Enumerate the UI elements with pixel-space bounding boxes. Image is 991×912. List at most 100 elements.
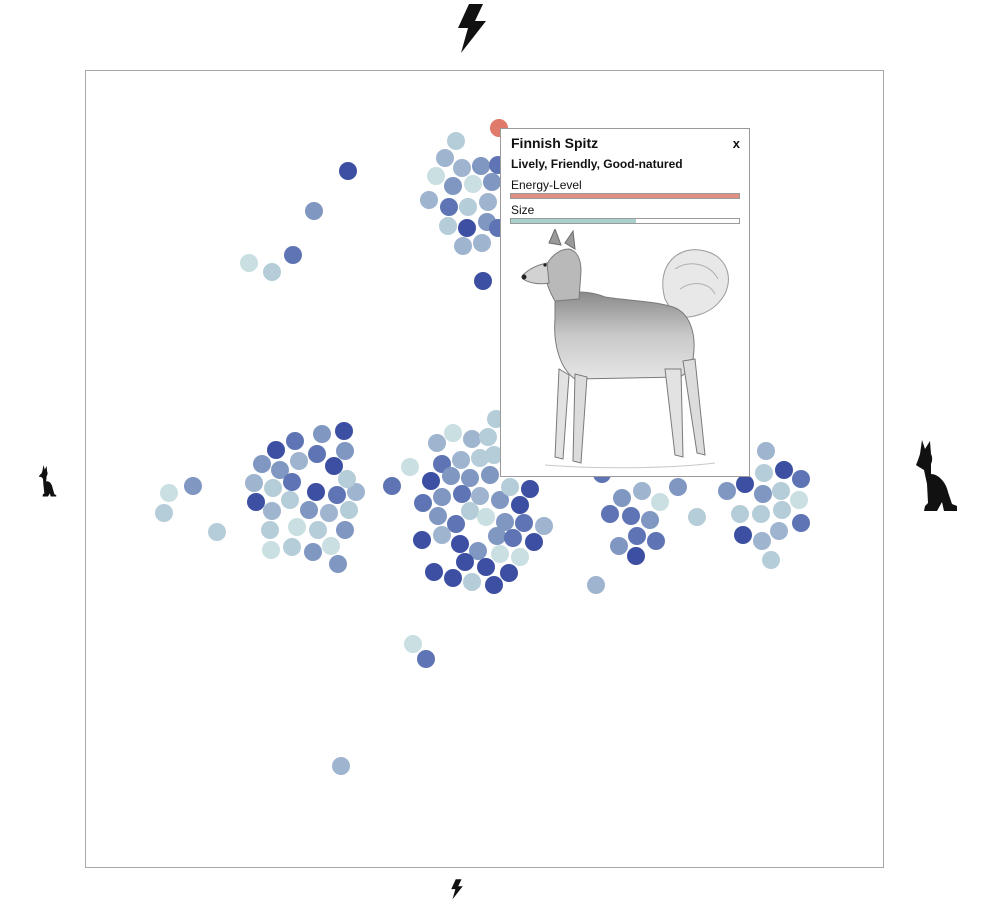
breed-dot[interactable] — [477, 508, 495, 526]
breed-dot[interactable] — [425, 563, 443, 581]
breed-dot[interactable] — [752, 505, 770, 523]
breed-dot[interactable] — [452, 451, 470, 469]
breed-dot[interactable] — [267, 441, 285, 459]
breed-dot[interactable] — [757, 442, 775, 460]
breed-dot[interactable] — [485, 576, 503, 594]
breed-dot[interactable] — [245, 474, 263, 492]
breed-dot[interactable] — [440, 198, 458, 216]
breed-dot[interactable] — [436, 149, 454, 167]
breed-dot[interactable] — [433, 526, 451, 544]
breed-dot[interactable] — [300, 501, 318, 519]
breed-dot[interactable] — [477, 558, 495, 576]
breed-dot[interactable] — [491, 545, 509, 563]
breed-dot[interactable] — [479, 193, 497, 211]
breed-dot[interactable] — [641, 511, 659, 529]
breed-dot[interactable] — [284, 246, 302, 264]
breed-dot[interactable] — [305, 202, 323, 220]
breed-dot[interactable] — [790, 491, 808, 509]
breed-dot[interactable] — [453, 159, 471, 177]
breed-dot[interactable] — [754, 485, 772, 503]
breed-dot[interactable] — [471, 449, 489, 467]
breed-dot[interactable] — [313, 425, 331, 443]
breed-dot[interactable] — [417, 650, 435, 668]
breed-dot[interactable] — [261, 521, 279, 539]
breed-dot[interactable] — [442, 467, 460, 485]
breed-dot[interactable] — [669, 478, 687, 496]
breed-dot[interactable] — [439, 217, 457, 235]
breed-dot[interactable] — [253, 455, 271, 473]
breed-dot[interactable] — [471, 487, 489, 505]
breed-dot[interactable] — [775, 461, 793, 479]
breed-dot[interactable] — [483, 173, 501, 191]
breed-dot[interactable] — [286, 432, 304, 450]
breed-dot[interactable] — [753, 532, 771, 550]
breed-dot[interactable] — [474, 272, 492, 290]
breed-dot[interactable] — [444, 569, 462, 587]
breed-dot[interactable] — [461, 469, 479, 487]
breed-dot[interactable] — [755, 464, 773, 482]
breed-dot[interactable] — [718, 482, 736, 500]
breed-dot[interactable] — [451, 535, 469, 553]
breed-dot[interactable] — [414, 494, 432, 512]
breed-dot[interactable] — [325, 457, 343, 475]
breed-dot[interactable] — [336, 521, 354, 539]
breed-dot[interactable] — [247, 493, 265, 511]
breed-dot[interactable] — [320, 504, 338, 522]
breed-dot[interactable] — [329, 555, 347, 573]
breed-dot[interactable] — [338, 470, 356, 488]
breed-dot[interactable] — [263, 502, 281, 520]
breed-dot[interactable] — [479, 428, 497, 446]
breed-dot[interactable] — [401, 458, 419, 476]
breed-dot[interactable] — [420, 191, 438, 209]
breed-dot[interactable] — [511, 548, 529, 566]
breed-dot[interactable] — [444, 424, 462, 442]
breed-dot[interactable] — [184, 477, 202, 495]
breed-dot[interactable] — [485, 446, 503, 464]
breed-dot[interactable] — [428, 434, 446, 452]
breed-dot[interactable] — [335, 422, 353, 440]
breed-dot[interactable] — [627, 547, 645, 565]
breed-dot[interactable] — [427, 167, 445, 185]
breed-dot[interactable] — [308, 445, 326, 463]
breed-dot[interactable] — [429, 507, 447, 525]
breed-dot[interactable] — [491, 491, 509, 509]
breed-dot[interactable] — [283, 538, 301, 556]
breed-dot[interactable] — [736, 475, 754, 493]
breed-dot[interactable] — [413, 531, 431, 549]
breed-dot[interactable] — [770, 522, 788, 540]
breed-dot[interactable] — [469, 542, 487, 560]
breed-dot[interactable] — [601, 505, 619, 523]
breed-dot[interactable] — [208, 523, 226, 541]
breed-dot[interactable] — [647, 532, 665, 550]
breed-dot[interactable] — [263, 263, 281, 281]
breed-dot[interactable] — [328, 486, 346, 504]
breed-dot[interactable] — [340, 501, 358, 519]
close-button[interactable]: x — [732, 136, 740, 151]
breed-dot[interactable] — [504, 529, 522, 547]
breed-dot[interactable] — [160, 484, 178, 502]
breed-dot[interactable] — [762, 551, 780, 569]
breed-dot[interactable] — [772, 482, 790, 500]
breed-dot[interactable] — [322, 537, 340, 555]
breed-dot[interactable] — [453, 485, 471, 503]
breed-dot[interactable] — [500, 564, 518, 582]
breed-dot[interactable] — [240, 254, 258, 272]
breed-dot[interactable] — [773, 501, 791, 519]
breed-dot[interactable] — [464, 175, 482, 193]
breed-dot[interactable] — [633, 482, 651, 500]
breed-dot[interactable] — [155, 504, 173, 522]
breed-dot[interactable] — [688, 508, 706, 526]
breed-dot[interactable] — [264, 479, 282, 497]
breed-dot[interactable] — [501, 478, 519, 496]
breed-dot[interactable] — [336, 442, 354, 460]
breed-dot[interactable] — [731, 505, 749, 523]
breed-dot[interactable] — [496, 513, 514, 531]
breed-dot[interactable] — [288, 518, 306, 536]
breed-dot[interactable] — [458, 219, 476, 237]
breed-dot[interactable] — [447, 132, 465, 150]
breed-dot[interactable] — [472, 157, 490, 175]
breed-dot[interactable] — [422, 472, 440, 490]
breed-dot[interactable] — [383, 477, 401, 495]
breed-dot[interactable] — [444, 177, 462, 195]
breed-dot[interactable] — [456, 553, 474, 571]
